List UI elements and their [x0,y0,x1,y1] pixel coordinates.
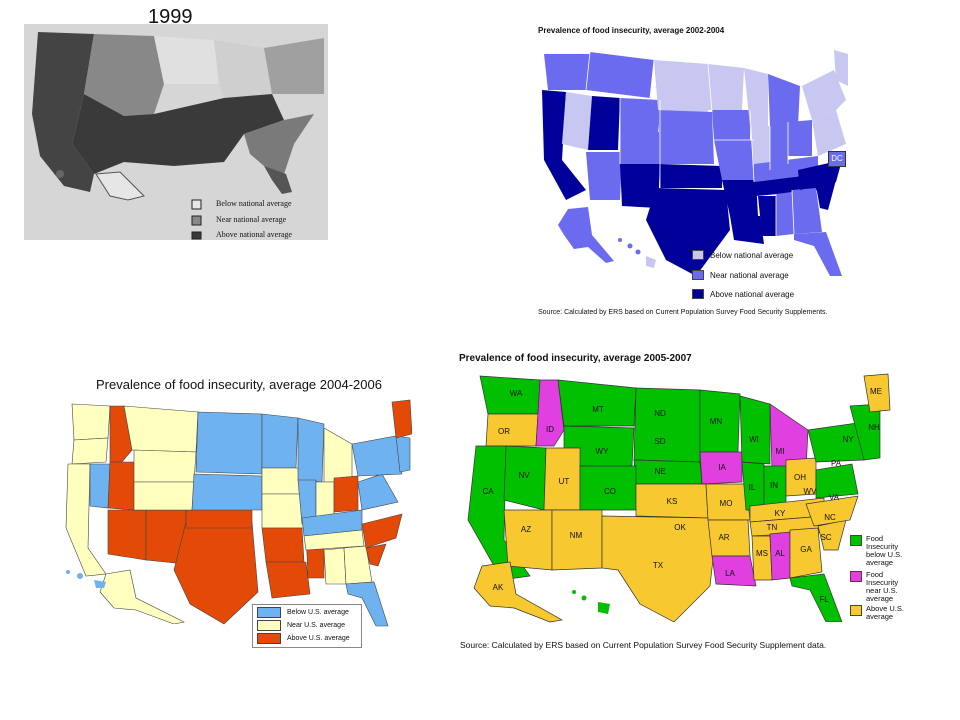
state-label: ND [654,409,666,418]
legend-swatch-above [692,289,704,299]
map-2004-2006-hawaii [66,570,106,588]
legend-label-near: Near national average [216,215,287,224]
legend-label-below: Below national average [216,199,292,208]
map-2004-2006-image [65,399,412,627]
map-2002-2004-alaska [558,207,614,263]
legend-label-above: Above U.S. average [866,604,904,621]
legend-swatch-near [257,620,281,631]
state-labels: WA OR ID MT ND SD WY NE CA NV UT CO KS A… [482,387,882,604]
state-label: NV [518,471,530,480]
state-label: MT [592,405,604,414]
state-label: GA [800,545,812,554]
legend-row-near: Near U.S. average [257,620,345,631]
legend-label-above: Above U.S. average [287,635,350,642]
map-2002-2004-image [542,50,848,276]
state-label: WV [804,487,818,496]
legend-label-above: Above national average [216,230,292,239]
legend-label-near: Near U.S. average [287,622,345,629]
state-label: TN [767,523,778,532]
state-label: PA [831,459,842,468]
state-label: SC [820,533,831,542]
state-label: AZ [521,525,531,534]
map-2004-2006-alaska [99,569,185,624]
state-label: ID [546,425,554,434]
state-label: WI [749,435,759,444]
map-2002-2004-title: Prevalence of food insecurity, average 2… [538,26,725,35]
state-label: SD [654,437,665,446]
state-label: NM [570,531,583,540]
map-2005-2007-source: Source: Calculated by ERS based on Curre… [460,640,827,650]
state-label: AL [775,549,785,558]
legend-label-below: Below national average [710,250,794,260]
state-label: MN [710,417,723,426]
map-2005-2007-image: WA OR ID MT ND SD WY NE CA NV UT CO KS A… [467,373,891,622]
state-label: NE [654,467,665,476]
state-label: CO [604,487,616,496]
dc-badge: DC [828,151,846,167]
legend-row-near: Near national average [692,270,789,280]
state-label: CA [482,487,494,496]
legend-label-near: Near national average [710,270,789,280]
map-1999-title: 1999 [148,6,193,28]
state-label: ME [870,387,882,396]
state-label: AR [718,533,729,542]
legend-swatch-below [257,607,281,618]
state-label: OH [794,473,806,482]
state-label: VA [829,493,840,502]
state-label: FL [819,595,829,604]
legend-row-below: Below national average [692,250,793,260]
state-label: NY [842,435,854,444]
state-label: OK [674,523,686,532]
map-2005-2007-hawaii [572,590,610,614]
state-label: MS [756,549,768,558]
legend-swatch-above [850,605,862,616]
legend-row-above: Above U.S. average [257,633,350,644]
state-label: KY [775,509,786,518]
legend-row-above: Above national average [692,289,794,299]
legend-label-near: Food Insecurity near U.S. average [866,570,899,603]
map-2005-2007-alaska: AK [473,561,564,623]
state-label: OR [498,427,510,436]
state-label: IN [770,481,778,490]
state-label: MI [776,447,785,456]
state-label: LA [725,569,735,578]
legend-swatch-near [850,571,862,582]
state-label: NH [868,423,880,432]
state-label: UT [559,477,570,486]
map-2004-2006-legend: Below U.S. average Near U.S. average Abo… [252,604,362,648]
legend-swatch-near [692,270,704,280]
legend-row-below: Below U.S. average [257,607,349,618]
map-2005-2007-title: Prevalence of food insecurity, average 2… [459,353,692,364]
state-label: WY [596,447,610,456]
legend-swatch-below [692,250,704,260]
map-2002-2004-source: Source: Calculated by ERS based on Curre… [538,309,828,316]
legend-swatch-below [850,535,862,546]
state-label: KS [667,497,678,506]
state-label: MO [720,499,733,508]
legend-label-above: Above national average [710,289,795,299]
state-label: NC [824,513,836,522]
state-label: IL [749,483,756,492]
state-label-ak: AK [493,583,504,592]
map-2002-2004-hawaii [618,238,656,268]
legend-label-below: Below U.S. average [287,609,349,616]
map-2004-2006-title: Prevalence of food insecurity, average 2… [96,377,382,392]
map-1999-image [24,24,328,240]
state-label: WA [510,389,523,398]
state-label: TX [653,561,664,570]
state-label: IA [718,463,726,472]
legend-swatch-above [257,633,281,644]
legend-label-below: Food Insecurity below U.S. average [866,534,903,567]
